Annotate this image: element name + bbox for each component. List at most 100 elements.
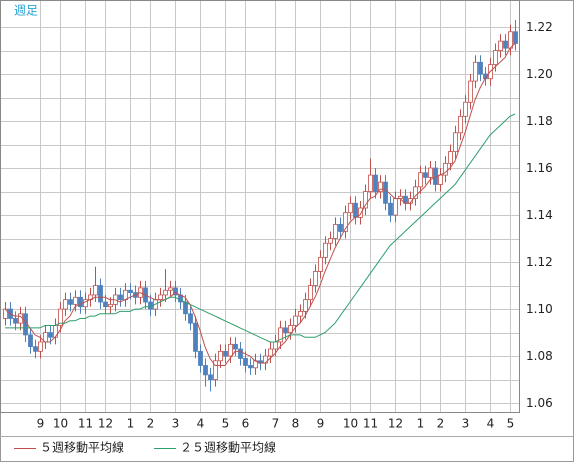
candle-body xyxy=(303,299,308,312)
candle-body xyxy=(338,224,343,232)
candle-body xyxy=(238,348,243,359)
candle-body xyxy=(98,285,103,303)
candle-body xyxy=(33,346,38,352)
candle-body xyxy=(223,350,228,357)
candle-body xyxy=(198,350,203,366)
x-tick-label: 4 xyxy=(487,417,495,431)
candle-body xyxy=(443,162,448,176)
x-tick-label: 4 xyxy=(197,417,205,431)
x-tick-label: 12 xyxy=(388,417,403,431)
candle-body xyxy=(13,318,18,324)
x-tick-label: 10 xyxy=(53,417,68,431)
candle-body xyxy=(188,313,193,324)
candle-body xyxy=(118,294,123,301)
candle-body xyxy=(103,301,108,308)
candle-body xyxy=(193,322,198,352)
grid xyxy=(0,0,520,412)
candle-body xyxy=(383,181,388,204)
candle-body xyxy=(308,285,313,301)
candle-body xyxy=(63,299,68,310)
plot xyxy=(3,19,518,392)
candle-body xyxy=(508,31,513,49)
candle-body xyxy=(208,374,213,380)
candle-body xyxy=(203,365,208,376)
x-tick-label: 1 xyxy=(417,417,425,431)
candle-body xyxy=(378,181,383,192)
x-tick-label: 10 xyxy=(343,417,358,431)
candle-body xyxy=(163,289,168,296)
candle-body xyxy=(213,360,218,380)
candle-body xyxy=(283,327,288,333)
candle-body xyxy=(128,289,133,294)
candle-body xyxy=(448,151,453,164)
candle-body xyxy=(268,348,273,357)
candle-body xyxy=(93,285,98,296)
x-tick-label: 3 xyxy=(462,417,470,431)
candle-body xyxy=(343,212,348,232)
candle-body xyxy=(58,308,63,326)
candle-body xyxy=(158,294,163,301)
candle-body xyxy=(228,343,233,357)
candle-body xyxy=(288,325,293,333)
candle-body xyxy=(78,296,83,308)
candle-body xyxy=(278,327,283,343)
candle-body xyxy=(38,341,43,352)
x-tick-label: 12 xyxy=(98,417,113,431)
x-tick-label: 2 xyxy=(437,417,445,431)
candle-body xyxy=(53,325,58,338)
candle-body xyxy=(28,334,33,348)
x-tick-label: 7 xyxy=(272,417,280,431)
y-tick-label: 1.14 xyxy=(526,208,553,222)
candle-body xyxy=(418,172,423,188)
candle-body xyxy=(68,299,73,305)
candle-body xyxy=(173,287,178,296)
x-tick-label: 9 xyxy=(317,417,325,431)
candle-body xyxy=(313,271,318,286)
x-tick-label: 5 xyxy=(222,417,230,431)
candle-body xyxy=(493,50,498,66)
candle-body xyxy=(108,303,113,308)
candle-body xyxy=(373,174,378,192)
candle-body xyxy=(368,174,373,192)
candle-body xyxy=(388,202,393,216)
candle-body xyxy=(473,61,478,82)
x-tick-label: 6 xyxy=(242,417,250,431)
y-tick-label: 1.18 xyxy=(526,114,553,128)
candle-body xyxy=(463,101,468,117)
candle-body xyxy=(233,343,238,350)
candle-body xyxy=(468,80,473,103)
candle-body xyxy=(328,238,333,244)
candle-body xyxy=(423,172,428,178)
candle-body xyxy=(333,224,338,239)
y-tick-label: 1.06 xyxy=(526,396,553,410)
candle-body xyxy=(298,311,303,317)
x-tick-label: 9 xyxy=(37,417,45,431)
candle-body xyxy=(458,115,463,134)
x-tick-label: 11 xyxy=(363,417,378,431)
candle-body xyxy=(273,341,278,350)
x-tick-label: 2 xyxy=(147,417,155,431)
y-tick-label: 1.20 xyxy=(526,67,553,81)
candle-body xyxy=(248,365,253,369)
candle-body xyxy=(478,61,483,75)
moving-average-line xyxy=(4,43,516,366)
candle-body xyxy=(323,242,328,258)
candle-body xyxy=(363,191,368,209)
candle-body xyxy=(243,358,248,366)
candle-body xyxy=(348,202,353,214)
y-tick-label: 1.16 xyxy=(526,161,553,175)
candle-body xyxy=(353,202,358,218)
plot-border xyxy=(0,0,520,413)
y-tick-label: 1.10 xyxy=(526,302,553,316)
x-tick-label: 1 xyxy=(127,417,135,431)
chart-title: 週足 xyxy=(14,4,38,18)
candle-body xyxy=(218,350,223,362)
candle-body xyxy=(438,174,443,185)
moving-average-line xyxy=(5,113,516,343)
y-tick-label: 1.12 xyxy=(526,255,553,269)
x-tick-label: 5 xyxy=(507,417,515,431)
candle-body xyxy=(318,256,323,272)
x-tick-label: 11 xyxy=(78,417,93,431)
